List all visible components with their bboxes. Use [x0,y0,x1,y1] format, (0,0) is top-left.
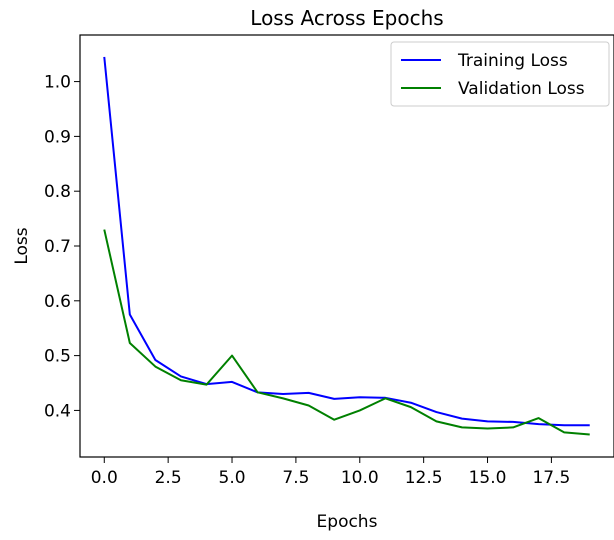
y-tick-label: 0.7 [44,237,71,257]
x-tick-label: 15.0 [469,468,507,488]
x-tick-label: 12.5 [405,468,443,488]
y-tick-label: 0.5 [44,347,71,367]
x-axis-label: Epochs [317,512,378,532]
x-tick-label: 7.5 [282,468,309,488]
y-axis-ticks: 0.4 0.5 0.6 0.7 0.8 0.9 1.0 [44,73,80,421]
y-tick-label: 0.8 [44,182,71,202]
x-tick-label: 10.0 [341,468,379,488]
x-axis-ticks: 0.0 2.5 5.0 7.5 10.0 12.5 15.0 17.5 [91,457,570,488]
chart-title: Loss Across Epochs [250,6,443,30]
series-line-validation-loss [103,229,590,436]
y-axis-label: Loss [12,227,32,264]
y-tick-label: 1.0 [44,73,71,93]
series-layer [103,56,590,436]
y-tick-label: 0.6 [44,292,71,312]
series-line-training-loss [103,56,590,427]
y-tick-label: 0.9 [44,127,71,147]
x-tick-label: 0.0 [91,468,118,488]
y-tick-label: 0.4 [44,401,71,421]
legend: Training Loss Validation Loss [390,41,610,107]
legend-label-training-loss: Training Loss [457,51,568,71]
x-tick-label: 17.5 [532,468,570,488]
legend-frame [390,41,610,107]
x-tick-label: 5.0 [219,468,246,488]
x-tick-label: 2.5 [155,468,182,488]
legend-label-validation-loss: Validation Loss [458,79,585,99]
